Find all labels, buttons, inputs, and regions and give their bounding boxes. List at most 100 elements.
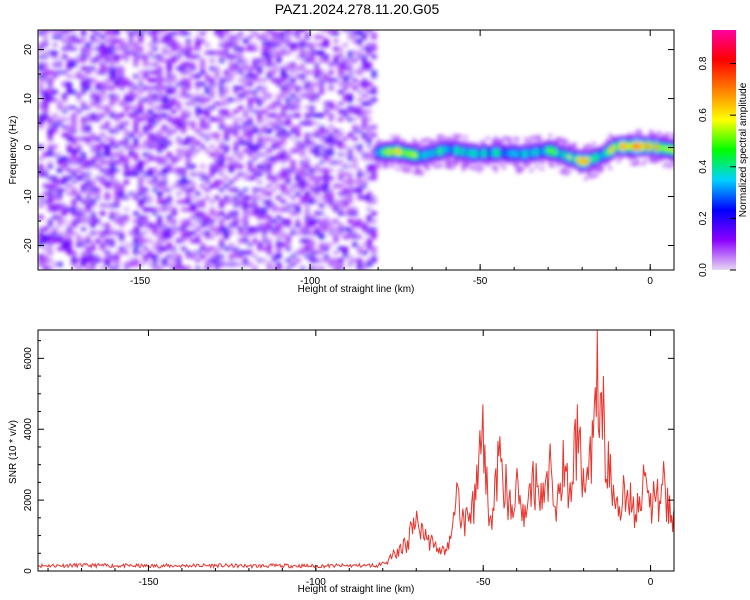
heatmap-noise-cell: [199, 70, 206, 75]
heatmap-noise-cell: [242, 46, 249, 52]
heatmap-signal-cell: [412, 147, 416, 151]
heatmap-noise-cell: [133, 164, 139, 169]
heatmap-signal-cell: [597, 146, 601, 150]
heatmap-noise-cell: [114, 125, 120, 130]
heatmap-noise-cell: [95, 175, 101, 181]
heatmap-noise-cell: [337, 203, 344, 208]
heatmap-signal-cell: [584, 159, 588, 163]
heatmap-noise-cell: [352, 58, 358, 63]
heatmap-noise-cell: [38, 117, 44, 122]
heatmap-noise-cell: [337, 140, 344, 146]
heatmap-noise-cell: [276, 34, 282, 40]
heatmap-noise-cell: [85, 105, 92, 110]
heatmap-noise-cell: [42, 93, 49, 99]
heatmap-signal-cell: [440, 140, 444, 144]
heatmap-noise-cell: [295, 230, 301, 236]
heatmap-noise-cell: [299, 62, 306, 67]
heatmap-signal-cell: [635, 162, 639, 166]
heatmap-noise-cell: [299, 199, 306, 204]
heatmap-signal-cell: [456, 158, 460, 162]
heatmap-noise-cell: [128, 93, 134, 99]
heatmap-noise-cell: [233, 121, 239, 126]
heatmap-signal-cell: [559, 161, 563, 165]
heatmap-signal-cell: [508, 142, 512, 147]
heatmap-noise-cell: [323, 226, 330, 232]
heatmap-signal-cell: [399, 153, 403, 157]
heatmap-noise-cell: [237, 85, 244, 91]
heatmap-noise-cell: [309, 58, 315, 63]
heatmap-noise-cell: [261, 30, 268, 36]
heatmap-signal-cell: [380, 144, 384, 148]
heatmap-noise-cell: [352, 222, 358, 228]
heatmap-noise-cell: [166, 226, 173, 232]
heatmap-signal-cell: [404, 154, 408, 158]
heatmap-signal-cell: [630, 141, 634, 145]
heatmap-signal-cell: [415, 165, 419, 169]
heatmap-noise-cell: [266, 62, 272, 67]
heatmap-noise-cell: [309, 148, 315, 153]
heatmap-signal-cell: [459, 149, 463, 153]
heatmap-noise-cell: [261, 238, 268, 244]
heatmap-noise-cell: [280, 34, 287, 40]
heatmap-signal-cell: [660, 134, 664, 138]
heatmap-noise-cell: [337, 54, 344, 59]
heatmap-signal-cell: [494, 139, 498, 143]
heatmap-noise-cell: [166, 140, 173, 146]
heatmap-noise-cell: [347, 97, 353, 102]
heatmap-signal-cell: [611, 156, 615, 160]
heatmap-noise-cell: [99, 258, 106, 263]
heatmap-signal-cell: [527, 139, 531, 143]
heatmap-noise-cell: [214, 183, 220, 189]
heatmap-noise-cell: [152, 93, 158, 99]
heatmap-noise-cell: [118, 219, 125, 224]
heatmap-noise-cell: [114, 258, 120, 263]
heatmap-noise-cell: [304, 172, 311, 177]
heatmap-noise-cell: [80, 211, 87, 216]
heatmap-signal-cell: [592, 153, 596, 158]
heatmap-signal-cell: [619, 150, 623, 154]
heatmap-noise-cell: [261, 164, 268, 169]
heatmap-noise-cell: [280, 183, 287, 189]
heatmap-noise-cell: [228, 156, 234, 161]
heatmap-noise-cell: [99, 113, 106, 118]
heatmap-noise-cell: [176, 50, 182, 55]
heatmap-noise-cell: [109, 54, 115, 59]
heatmap-noise-cell: [147, 262, 153, 267]
heatmap-noise-cell: [290, 183, 296, 189]
heatmap-noise-cell: [85, 70, 92, 75]
heatmap-noise-cell: [80, 238, 87, 244]
heatmap-noise-cell: [161, 34, 168, 40]
heatmap-signal-cell: [380, 153, 384, 157]
heatmap-signal-cell: [565, 172, 569, 176]
heatmap-noise-cell: [52, 175, 58, 181]
heatmap-signal-cell: [499, 148, 503, 152]
heatmap-noise-cell: [328, 78, 334, 83]
heatmap-noise-cell: [42, 234, 49, 240]
heatmap-signal-cell: [625, 135, 629, 139]
heatmap-signal-cell: [393, 137, 397, 142]
heatmap-noise-cell: [252, 78, 258, 83]
heatmap-noise-cell: [337, 117, 344, 122]
heatmap-noise-cell: [76, 93, 82, 99]
heatmap-noise-cell: [147, 97, 153, 102]
heatmap-signal-cell: [611, 138, 615, 142]
heatmap-signal-cell: [401, 153, 405, 158]
heatmap-noise-cell: [152, 42, 158, 48]
heatmap-noise-cell: [357, 250, 363, 255]
heatmap-signal-cell: [581, 165, 585, 170]
heatmap-signal-cell: [586, 149, 590, 154]
heatmap-noise-cell: [204, 215, 211, 220]
heatmap-signal-cell: [616, 141, 620, 145]
heatmap-noise-cell: [261, 226, 268, 232]
heatmap-noise-cell: [109, 46, 115, 52]
heatmap-noise-cell: [123, 105, 130, 110]
heatmap-noise-cell: [218, 101, 225, 106]
heatmap-noise-cell: [271, 230, 277, 236]
heatmap-noise-cell: [66, 136, 73, 142]
heatmap-signal-cell: [380, 147, 384, 151]
heatmap-noise-cell: [133, 234, 139, 240]
heatmap-signal-cell: [407, 166, 411, 170]
heatmap-noise-cell: [104, 238, 111, 244]
snr-ytick-label: 6000: [23, 347, 34, 370]
heatmap-noise-cell: [261, 230, 268, 236]
